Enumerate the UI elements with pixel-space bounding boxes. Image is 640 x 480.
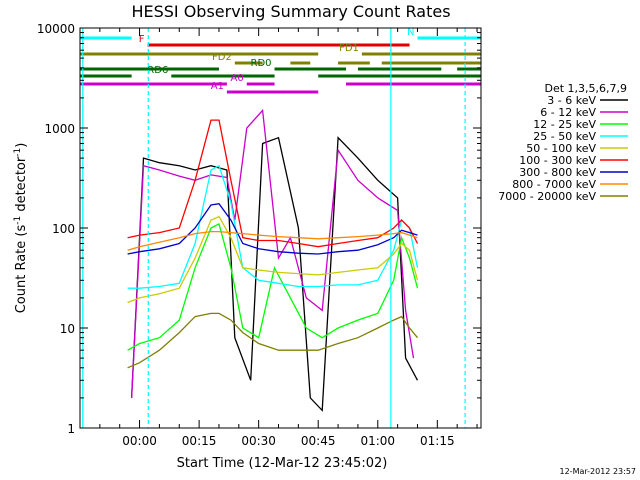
legend-label: 300 - 800 keV bbox=[519, 166, 596, 179]
legend-label: 25 - 50 keV bbox=[533, 130, 596, 143]
x-tick-label: 00:30 bbox=[241, 434, 276, 448]
legend-title: Det 1,3,5,6,7,9 bbox=[544, 82, 627, 95]
x-tick-label: 00:45 bbox=[301, 434, 336, 448]
y-tick-label: 1 bbox=[67, 422, 75, 436]
legend-label: 3 - 6 keV bbox=[547, 94, 596, 107]
vertical-markers bbox=[82, 28, 466, 428]
series-line bbox=[130, 136, 419, 412]
x-tick-label: 01:00 bbox=[360, 434, 395, 448]
legend-label: 12 - 25 keV bbox=[533, 118, 596, 131]
legend-label: 7000 - 20000 keV bbox=[498, 190, 596, 203]
flag-label: N bbox=[407, 27, 414, 38]
flag-bars: N F FD1 FD2 RD0 RD6 A0 A1 bbox=[80, 27, 481, 94]
y-tick-label: 10000 bbox=[37, 22, 75, 36]
flag-label: FD1 bbox=[339, 43, 359, 54]
y-tick-label: 100 bbox=[52, 222, 75, 236]
y-axis: 1 10 100 1000 10000 bbox=[37, 22, 481, 436]
y-axis-label: Count Rate (s-1 detector-1) bbox=[13, 143, 29, 314]
series-line bbox=[130, 108, 415, 398]
y-tick-label: 1000 bbox=[44, 122, 75, 136]
flag-label: RD6 bbox=[147, 65, 168, 76]
series-line bbox=[127, 222, 419, 351]
x-axis: 00:00 00:15 00:30 00:45 01:00 01:15 bbox=[99, 28, 478, 448]
legend-label: 800 - 7000 keV bbox=[512, 178, 596, 191]
flag-label: FD2 bbox=[212, 52, 232, 63]
x-tick-label: 01:15 bbox=[420, 434, 455, 448]
flag-label: RD0 bbox=[251, 58, 272, 69]
y-tick-label: 10 bbox=[60, 322, 75, 336]
legend-label: 50 - 100 keV bbox=[526, 142, 596, 155]
timestamp: 12-Mar-2012 23:57 bbox=[560, 467, 637, 476]
x-tick-label: 00:00 bbox=[122, 434, 157, 448]
flag-label: F bbox=[139, 34, 145, 45]
flag-label: A0 bbox=[231, 73, 244, 84]
flag-label: A1 bbox=[211, 81, 224, 92]
legend-label: 6 - 12 keV bbox=[540, 106, 596, 119]
x-axis-label: Start Time (12-Mar-12 23:45:02) bbox=[177, 456, 388, 471]
x-tick-label: 00:15 bbox=[182, 434, 217, 448]
legend-label: 100 - 300 keV bbox=[519, 154, 596, 167]
chart-title: HESSI Observing Summary Count Rates bbox=[131, 2, 450, 21]
